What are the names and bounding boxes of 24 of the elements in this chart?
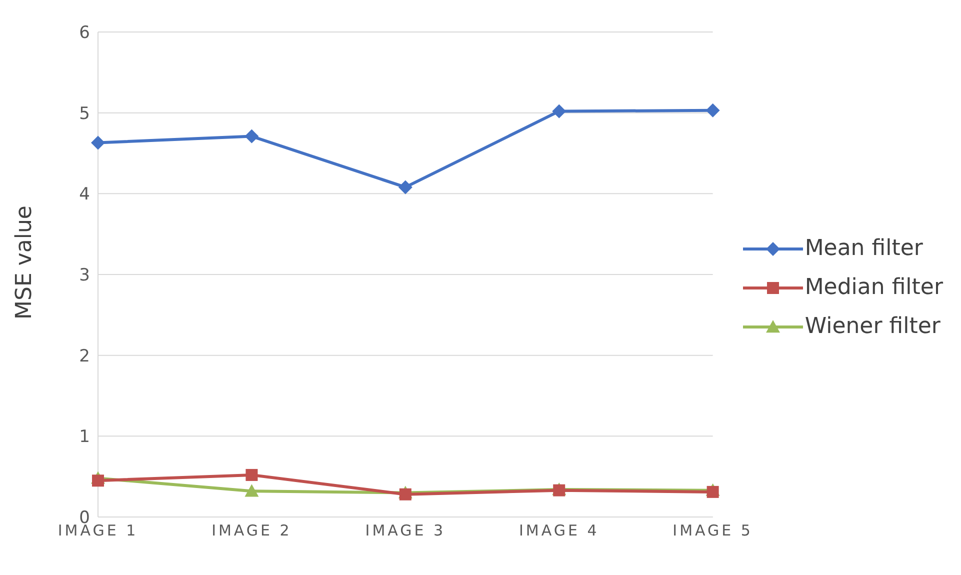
point bbox=[91, 136, 105, 150]
point bbox=[706, 103, 720, 118]
legend-label: Median filter bbox=[804, 275, 943, 300]
y-axis-title: MSE value bbox=[12, 206, 37, 320]
y-tick-label: 3 bbox=[79, 266, 90, 286]
point bbox=[552, 104, 566, 118]
x-tick-label: IMAGE 2 bbox=[212, 522, 292, 540]
x-tick-label: IMAGE 4 bbox=[518, 522, 600, 540]
y-tick-label: 4 bbox=[79, 184, 90, 205]
legend-label: Mean filter bbox=[804, 236, 923, 261]
y-tick-label: 1 bbox=[79, 427, 90, 448]
legend-label: Wiener filter bbox=[804, 314, 940, 339]
point bbox=[246, 468, 258, 481]
point bbox=[399, 488, 412, 500]
point bbox=[706, 486, 719, 498]
y-tick-label: 2 bbox=[79, 346, 90, 366]
point bbox=[398, 180, 412, 194]
x-tick-label: IMAGE 5 bbox=[672, 522, 753, 540]
y-tick-label: 6 bbox=[79, 23, 90, 44]
point bbox=[92, 474, 104, 487]
y-tick-label: 5 bbox=[79, 104, 90, 124]
point bbox=[244, 484, 259, 497]
point bbox=[244, 129, 259, 144]
x-tick-label: IMAGE 3 bbox=[365, 522, 446, 540]
